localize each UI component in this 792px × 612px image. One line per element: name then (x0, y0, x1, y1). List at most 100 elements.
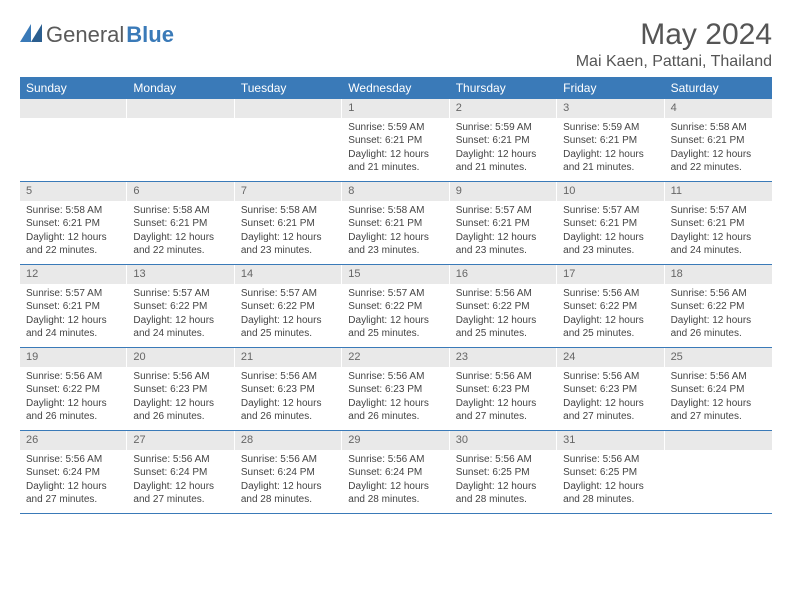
location: Mai Kaen, Pattani, Thailand (576, 53, 772, 71)
day-cell: 1Sunrise: 5:59 AMSunset: 6:21 PMDaylight… (342, 99, 449, 181)
day-body: Sunrise: 5:59 AMSunset: 6:21 PMDaylight:… (557, 118, 664, 179)
sunrise-text: Sunrise: 5:59 AM (563, 121, 658, 135)
day-body: Sunrise: 5:56 AMSunset: 6:22 PMDaylight:… (665, 284, 772, 345)
day-body: Sunrise: 5:58 AMSunset: 6:21 PMDaylight:… (665, 118, 772, 179)
day-cell: 21Sunrise: 5:56 AMSunset: 6:23 PMDayligh… (235, 348, 342, 430)
sunrise-text: Sunrise: 5:58 AM (133, 204, 228, 218)
dayhead-wednesday: Wednesday (342, 77, 449, 99)
sunrise-text: Sunrise: 5:56 AM (133, 370, 228, 384)
day-body: Sunrise: 5:58 AMSunset: 6:21 PMDaylight:… (342, 201, 449, 262)
day-body: Sunrise: 5:57 AMSunset: 6:22 PMDaylight:… (127, 284, 234, 345)
day-number: 31 (557, 431, 664, 450)
daylight-text: Daylight: 12 hours and 23 minutes. (348, 231, 443, 258)
day-cell: 27Sunrise: 5:56 AMSunset: 6:24 PMDayligh… (127, 431, 234, 513)
dayhead-tuesday: Tuesday (235, 77, 342, 99)
day-body: Sunrise: 5:56 AMSunset: 6:23 PMDaylight:… (235, 367, 342, 428)
sunset-text: Sunset: 6:22 PM (133, 300, 228, 314)
sunrise-text: Sunrise: 5:57 AM (241, 287, 336, 301)
day-number: 5 (20, 182, 127, 201)
day-number: 21 (235, 348, 342, 367)
sunrise-text: Sunrise: 5:56 AM (563, 370, 658, 384)
day-cell: 2Sunrise: 5:59 AMSunset: 6:21 PMDaylight… (450, 99, 557, 181)
day-number: 10 (557, 182, 664, 201)
sunset-text: Sunset: 6:21 PM (671, 217, 766, 231)
day-number: 4 (665, 99, 772, 118)
day-number: 8 (342, 182, 449, 201)
day-cell: 10 Sunrise: 5:57 AMSunset: 6:21 PMDayligh… (557, 182, 664, 264)
day-cell: 13Sunrise: 5:57 AMSunset: 6:22 PMDayligh… (127, 265, 234, 347)
daylight-text: Daylight: 12 hours and 27 minutes. (26, 480, 121, 507)
day-number: 23 (450, 348, 557, 367)
sunset-text: Sunset: 6:23 PM (456, 383, 551, 397)
day-number: 2 (450, 99, 557, 118)
daylight-text: Daylight: 12 hours and 28 minutes. (563, 480, 658, 507)
month-title: May 2024 (576, 18, 772, 51)
day-body: Sunrise: 5:56 AMSunset: 6:24 PMDaylight:… (235, 450, 342, 511)
sunrise-text: Sunrise: 5:56 AM (133, 453, 228, 467)
sunrise-text: Sunrise: 5:56 AM (348, 370, 443, 384)
sunrise-text: Sunrise: 5:57 AM (671, 204, 766, 218)
sunrise-text: Sunrise: 5:56 AM (456, 453, 551, 467)
sunset-text: Sunset: 6:25 PM (456, 466, 551, 480)
day-body: Sunrise: 5:58 AMSunset: 6:21 PMDaylight:… (235, 201, 342, 262)
dayhead-saturday: Saturday (665, 77, 772, 99)
week-row: 5Sunrise: 5:58 AMSunset: 6:21 PMDaylight… (20, 182, 772, 265)
day-cell: 8Sunrise: 5:58 AMSunset: 6:21 PMDaylight… (342, 182, 449, 264)
day-number: 19 (20, 348, 127, 367)
logo: GeneralBlue (20, 22, 174, 48)
daylight-text: Daylight: 12 hours and 23 minutes. (241, 231, 336, 258)
day-number: 22 (342, 348, 449, 367)
sunset-text: Sunset: 6:21 PM (563, 217, 658, 231)
day-cell: 20Sunrise: 5:56 AMSunset: 6:23 PMDayligh… (127, 348, 234, 430)
day-body (20, 118, 127, 178)
day-body: Sunrise: 5:59 AMSunset: 6:21 PMDaylight:… (450, 118, 557, 179)
sunset-text: Sunset: 6:22 PM (26, 383, 121, 397)
day-body (127, 118, 234, 178)
day-number: 28 (235, 431, 342, 450)
day-cell: 31Sunrise: 5:56 AMSunset: 6:25 PMDayligh… (557, 431, 664, 513)
sunset-text: Sunset: 6:23 PM (133, 383, 228, 397)
day-number: 11 (665, 182, 772, 201)
day-cell: 18Sunrise: 5:56 AMSunset: 6:22 PMDayligh… (665, 265, 772, 347)
sunrise-text: Sunrise: 5:57 AM (563, 204, 658, 218)
sunrise-text: Sunrise: 5:56 AM (563, 453, 658, 467)
day-number (127, 99, 234, 118)
week-row: 12Sunrise: 5:57 AMSunset: 6:21 PMDayligh… (20, 265, 772, 348)
sunrise-text: Sunrise: 5:56 AM (671, 370, 766, 384)
daylight-text: Daylight: 12 hours and 28 minutes. (241, 480, 336, 507)
daylight-text: Daylight: 12 hours and 24 minutes. (133, 314, 228, 341)
day-cell: 6Sunrise: 5:58 AMSunset: 6:21 PMDaylight… (127, 182, 234, 264)
day-cell: 3Sunrise: 5:59 AMSunset: 6:21 PMDaylight… (557, 99, 664, 181)
sunset-text: Sunset: 6:21 PM (241, 217, 336, 231)
daylight-text: Daylight: 12 hours and 28 minutes. (348, 480, 443, 507)
day-body: Sunrise: 5:56 AMSunset: 6:24 PMDaylight:… (665, 367, 772, 428)
dayhead-friday: Friday (557, 77, 664, 99)
day-cell: 14Sunrise: 5:57 AMSunset: 6:22 PMDayligh… (235, 265, 342, 347)
day-body (665, 450, 772, 510)
day-body: Sunrise: 5:57 AMSunset: 6:21 PMDaylight:… (20, 284, 127, 345)
daylight-text: Daylight: 12 hours and 25 minutes. (241, 314, 336, 341)
day-body: Sunrise: 5:57 AMSunset: 6:22 PMDaylight:… (235, 284, 342, 345)
day-body (235, 118, 342, 178)
sunset-text: Sunset: 6:21 PM (563, 134, 658, 148)
sunset-text: Sunset: 6:21 PM (456, 217, 551, 231)
sunrise-text: Sunrise: 5:56 AM (26, 370, 121, 384)
day-number: 3 (557, 99, 664, 118)
sunset-text: Sunset: 6:22 PM (563, 300, 658, 314)
sunset-text: Sunset: 6:22 PM (671, 300, 766, 314)
daylight-text: Daylight: 12 hours and 23 minutes. (563, 231, 658, 258)
sunrise-text: Sunrise: 5:56 AM (241, 370, 336, 384)
daylight-text: Daylight: 12 hours and 25 minutes. (456, 314, 551, 341)
day-number: 6 (127, 182, 234, 201)
weeks-container: 1Sunrise: 5:59 AMSunset: 6:21 PMDaylight… (20, 99, 772, 514)
day-cell: 4Sunrise: 5:58 AMSunset: 6:21 PMDaylight… (665, 99, 772, 181)
day-number: 16 (450, 265, 557, 284)
day-number: 13 (127, 265, 234, 284)
day-body: Sunrise: 5:56 AMSunset: 6:22 PMDaylight:… (450, 284, 557, 345)
daylight-text: Daylight: 12 hours and 26 minutes. (671, 314, 766, 341)
day-cell: 7Sunrise: 5:58 AMSunset: 6:21 PMDaylight… (235, 182, 342, 264)
sunset-text: Sunset: 6:24 PM (241, 466, 336, 480)
day-body: Sunrise: 5:56 AMSunset: 6:22 PMDaylight:… (557, 284, 664, 345)
daylight-text: Daylight: 12 hours and 28 minutes. (456, 480, 551, 507)
sunrise-text: Sunrise: 5:57 AM (348, 287, 443, 301)
